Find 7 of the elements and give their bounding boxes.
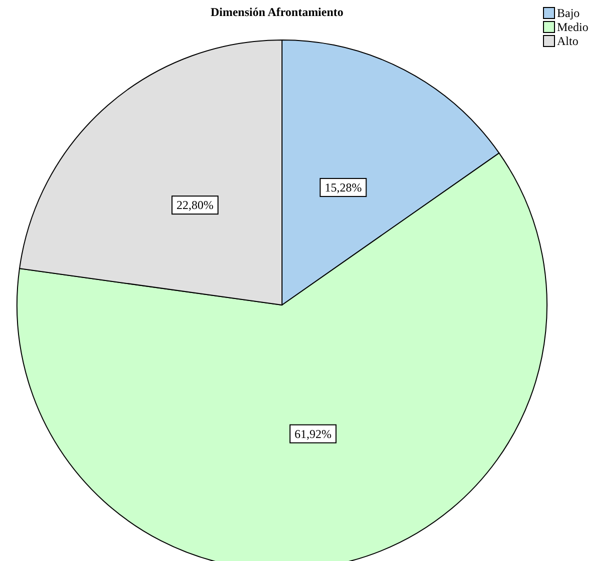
- data-label: 15,28%: [324, 180, 362, 194]
- legend-label: Alto: [557, 34, 578, 48]
- data-label: 22,80%: [176, 198, 214, 212]
- legend-label: Bajo: [557, 6, 580, 20]
- chart-title: Dimensión Afrontamiento: [210, 5, 344, 19]
- legend-label: Medio: [557, 20, 588, 34]
- data-label: 61,92%: [294, 426, 332, 441]
